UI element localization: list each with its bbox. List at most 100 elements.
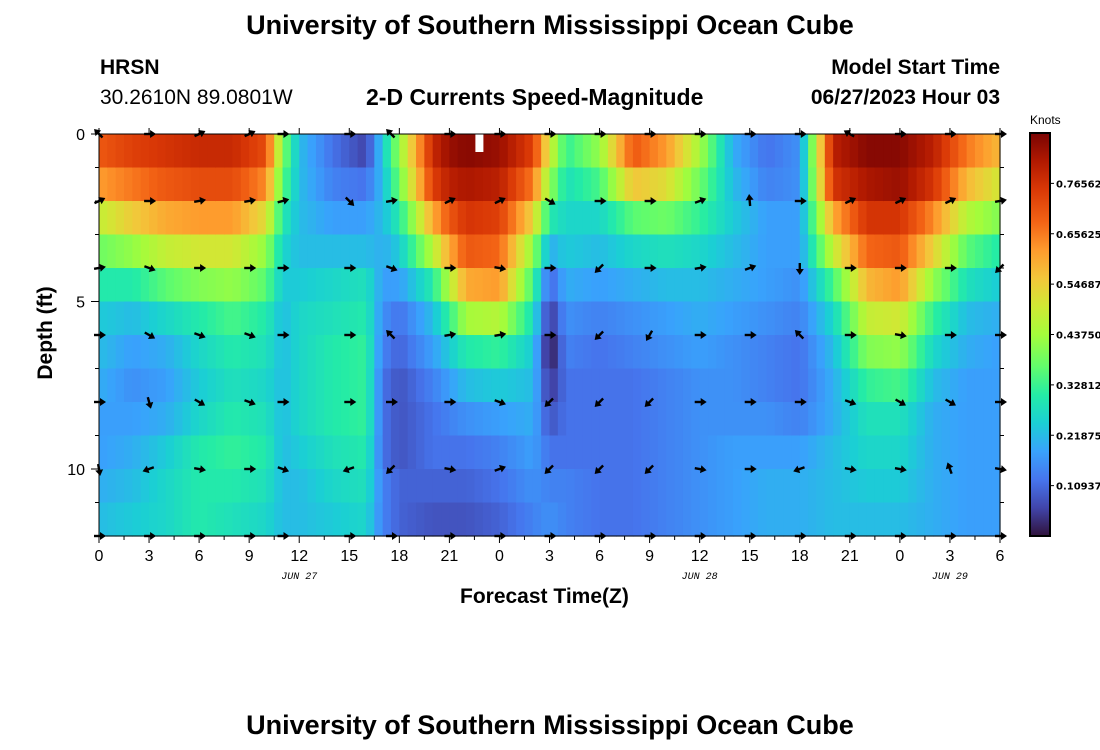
heatmap-cell [741, 234, 751, 269]
heatmap-cell [516, 167, 526, 202]
heatmap-cell [624, 201, 634, 236]
heatmap-cell [374, 335, 384, 370]
heatmap-cell [424, 134, 434, 169]
heatmap-cell [432, 368, 442, 403]
heatmap-cell [824, 134, 834, 169]
heatmap-cell [491, 134, 501, 169]
heatmap-cell [758, 134, 767, 169]
heatmap-cell [132, 402, 142, 437]
heatmap-cell [541, 167, 551, 202]
heatmap-cell [507, 268, 517, 303]
current-arrow [894, 465, 907, 474]
heatmap-cell [624, 167, 634, 202]
heatmap-cell [482, 167, 492, 202]
heatmap-cell [991, 335, 1001, 370]
heatmap-cell [966, 435, 976, 470]
heatmap-cell [616, 268, 626, 303]
heatmap-cell [958, 435, 968, 470]
x-tick-label: 0 [95, 548, 104, 565]
current-arrow [344, 196, 355, 206]
current-arrow [793, 465, 805, 474]
current-arrow [794, 197, 807, 205]
current-arrow [444, 398, 457, 406]
heatmap-cell [432, 234, 442, 269]
heatmap-cell [324, 268, 334, 303]
current-arrow [594, 397, 604, 407]
heatmap-cell [507, 435, 517, 470]
current-arrow [944, 398, 956, 406]
x-tick-label: 0 [495, 548, 504, 565]
heatmap-cell [791, 167, 801, 202]
heatmap-cell [340, 201, 350, 236]
heatmap-cell [566, 435, 576, 470]
heatmap-cell [424, 502, 434, 537]
heatmap-cell [457, 167, 467, 202]
heatmap-cell [599, 335, 609, 370]
heatmap-cell [899, 268, 909, 303]
heatmap-cell [799, 301, 809, 336]
heatmap-cell [332, 435, 342, 470]
heatmap-cell [182, 402, 192, 437]
heatmap-cell [407, 469, 417, 504]
heatmap-cell [107, 469, 117, 504]
y-tick-label: 5 [76, 295, 85, 312]
heatmap-cell [124, 201, 133, 236]
heatmap-cell [632, 201, 642, 236]
heatmap-cell [824, 402, 834, 437]
heatmap-cell [749, 268, 759, 303]
heatmap-cell [374, 268, 384, 303]
heatmap-cell [774, 335, 784, 370]
heatmap-cell [424, 435, 434, 470]
heatmap-cell [524, 134, 534, 169]
heatmap-cell [157, 435, 167, 470]
heatmap-cell [466, 301, 476, 336]
heatmap-cell [165, 234, 175, 269]
heatmap-cell [282, 301, 292, 336]
heatmap-cell [824, 268, 834, 303]
heatmap-cell [365, 167, 375, 202]
heatmap-cell [282, 268, 292, 303]
heatmap-cell [549, 402, 559, 437]
heatmap-cell [190, 469, 200, 504]
heatmap-cell [474, 502, 484, 537]
heatmap-cell [708, 368, 717, 403]
heatmap-cell [374, 134, 384, 169]
heatmap-cell [616, 435, 626, 470]
heatmap-cell [899, 435, 909, 470]
heatmap-cell [491, 201, 501, 236]
heatmap-cell [816, 234, 826, 269]
heatmap-cell [749, 368, 759, 403]
heatmap-cell [582, 435, 592, 470]
heatmap-cell [657, 435, 667, 470]
heatmap-cell [666, 368, 676, 403]
heatmap-cell [716, 469, 726, 504]
heatmap-cell [124, 402, 133, 437]
heatmap-cell [257, 268, 267, 303]
heatmap-cell [541, 201, 551, 236]
heatmap-cell [299, 201, 309, 236]
heatmap-cell [699, 402, 709, 437]
heatmap-cell [549, 134, 559, 169]
heatmap-cell [307, 167, 317, 202]
heatmap-cell [115, 268, 125, 303]
current-arrow [193, 331, 206, 340]
heatmap-cell [933, 335, 943, 370]
heatmap-cell [841, 201, 851, 236]
heatmap-cell [741, 134, 751, 169]
heatmap-cell [482, 402, 492, 437]
heatmap-cell [532, 335, 542, 370]
x-tick-label: 18 [390, 548, 408, 565]
heatmap-cell [974, 234, 984, 269]
heatmap-cell [282, 368, 292, 403]
heatmap-cell [407, 335, 417, 370]
heatmap-cell [399, 435, 409, 470]
heatmap-cell [933, 201, 943, 236]
heatmap-cell [199, 368, 209, 403]
heatmap-cell [340, 301, 350, 336]
heatmap-cell [416, 167, 425, 202]
heatmap-cell [849, 368, 859, 403]
heatmap-cell [416, 435, 425, 470]
heatmap-cell [215, 134, 225, 169]
heatmap-cell [708, 502, 717, 537]
heatmap-cell [741, 167, 751, 202]
